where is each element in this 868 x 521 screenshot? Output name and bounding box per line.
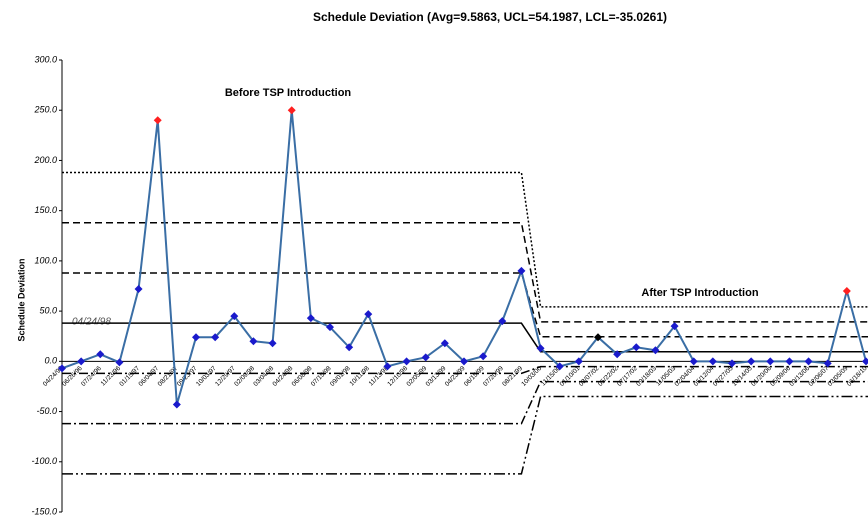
data-point [383, 362, 392, 371]
chart-title: Schedule Deviation (Avg=9.5863, UCL=54.1… [313, 10, 667, 24]
y-tick-label: -100.0 [31, 456, 57, 466]
data-point [574, 357, 583, 366]
data-point [823, 359, 832, 368]
data-point [632, 343, 641, 352]
data-point [249, 337, 258, 346]
data-point [728, 359, 736, 368]
data-point [96, 350, 105, 359]
data-point [517, 266, 526, 275]
y-tick-label: 200.0 [33, 155, 57, 165]
y-tick-label: 300.0 [34, 54, 57, 64]
data-point [613, 350, 622, 359]
control-line [62, 171, 868, 308]
control-line [62, 365, 868, 375]
data-point [287, 106, 296, 115]
x-tick-label: 07/24/96 [80, 365, 103, 388]
data-point [862, 357, 868, 366]
data-point [345, 343, 354, 352]
control-line [62, 395, 868, 475]
data-point [594, 333, 602, 342]
data-point [172, 400, 181, 409]
data-point [689, 357, 698, 366]
data-point [77, 357, 86, 366]
data-point [842, 287, 851, 296]
data-point [268, 339, 277, 348]
data-point [440, 339, 449, 348]
annotation: 04/24/98 [72, 317, 111, 328]
data-point [766, 357, 775, 366]
y-tick-label: 100.0 [34, 255, 57, 265]
data-point [670, 322, 679, 331]
y-tick-label: 150.0 [34, 205, 57, 215]
annotation: After TSP Introduction [641, 287, 758, 299]
y-tick-label: -150.0 [31, 506, 57, 516]
x-tick-label: 09/18/03 [635, 365, 658, 388]
data-point [230, 312, 239, 321]
data-point [211, 333, 220, 342]
y-tick-label: 50.0 [39, 305, 57, 315]
data-point [364, 310, 373, 319]
x-tick-label: 06/18/10 [846, 365, 868, 388]
y-tick-label: 0.0 [44, 356, 57, 366]
control-line [62, 322, 868, 353]
data-point [306, 314, 315, 323]
data-point [192, 333, 200, 342]
data-point [498, 317, 507, 326]
x-tick-label: 09/01/98 [329, 365, 352, 388]
y-axis-label: Schedule Deviation [16, 258, 26, 341]
y-tick-label: 250.0 [33, 105, 57, 115]
data-point [134, 285, 143, 294]
y-tick-label: -50.0 [36, 406, 57, 416]
annotation: Before TSP Introduction [225, 87, 352, 99]
control-line [62, 272, 868, 338]
data-point [747, 357, 756, 366]
data-point [153, 116, 162, 125]
data-point [402, 357, 411, 366]
control-line [62, 380, 868, 425]
data-point [536, 344, 545, 353]
data-point [555, 362, 564, 371]
data-point [115, 358, 124, 367]
data-point [421, 353, 430, 362]
data-point [326, 323, 334, 332]
control-line [62, 221, 868, 323]
data-point [651, 346, 660, 355]
data-point [460, 357, 468, 366]
data-point [804, 357, 813, 366]
x-tick-label: 10/03/00 [520, 365, 543, 388]
data-point [479, 352, 488, 361]
data-point [785, 357, 794, 366]
data-point [58, 364, 66, 373]
data-point [708, 357, 717, 366]
